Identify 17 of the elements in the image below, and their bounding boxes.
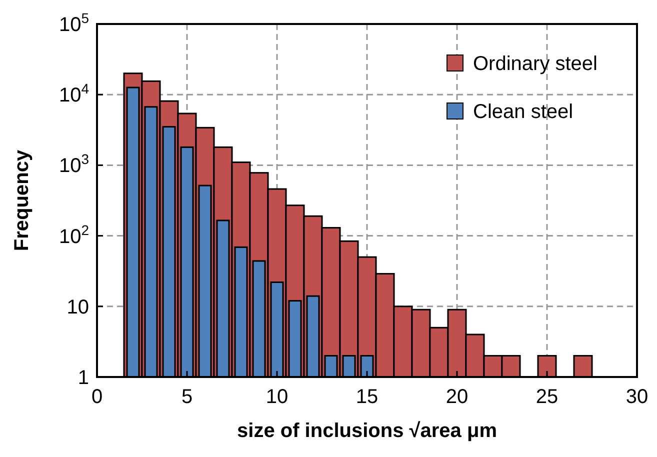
x-tick-label: 30 — [626, 386, 648, 408]
legend-label: Ordinary steel — [473, 53, 598, 75]
x-tick-label: 15 — [356, 386, 378, 408]
y-tick-label: 10$^{4}$ — [58, 80, 90, 107]
y-tick-label: 10$^{5}$ — [58, 10, 90, 36]
legend-label: Clean steel — [473, 101, 574, 123]
x-tick-label: 25 — [536, 386, 558, 408]
y-tick-label: 10$^{2}$ — [58, 222, 90, 248]
y-tick-label: 10$^{3}$ — [58, 151, 90, 178]
y-tick-label: 1 — [78, 367, 89, 389]
x-axis-title: size of inclusions √area μm — [237, 420, 497, 442]
x-tick-label: 20 — [446, 386, 468, 408]
x-tick-label: 10 — [266, 386, 288, 408]
x-tick-label: 5 — [181, 386, 193, 408]
x-tick-label: 0 — [91, 386, 103, 408]
y-axis-title: Frequency — [11, 149, 33, 252]
y-tick-label: 10 — [66, 296, 89, 318]
